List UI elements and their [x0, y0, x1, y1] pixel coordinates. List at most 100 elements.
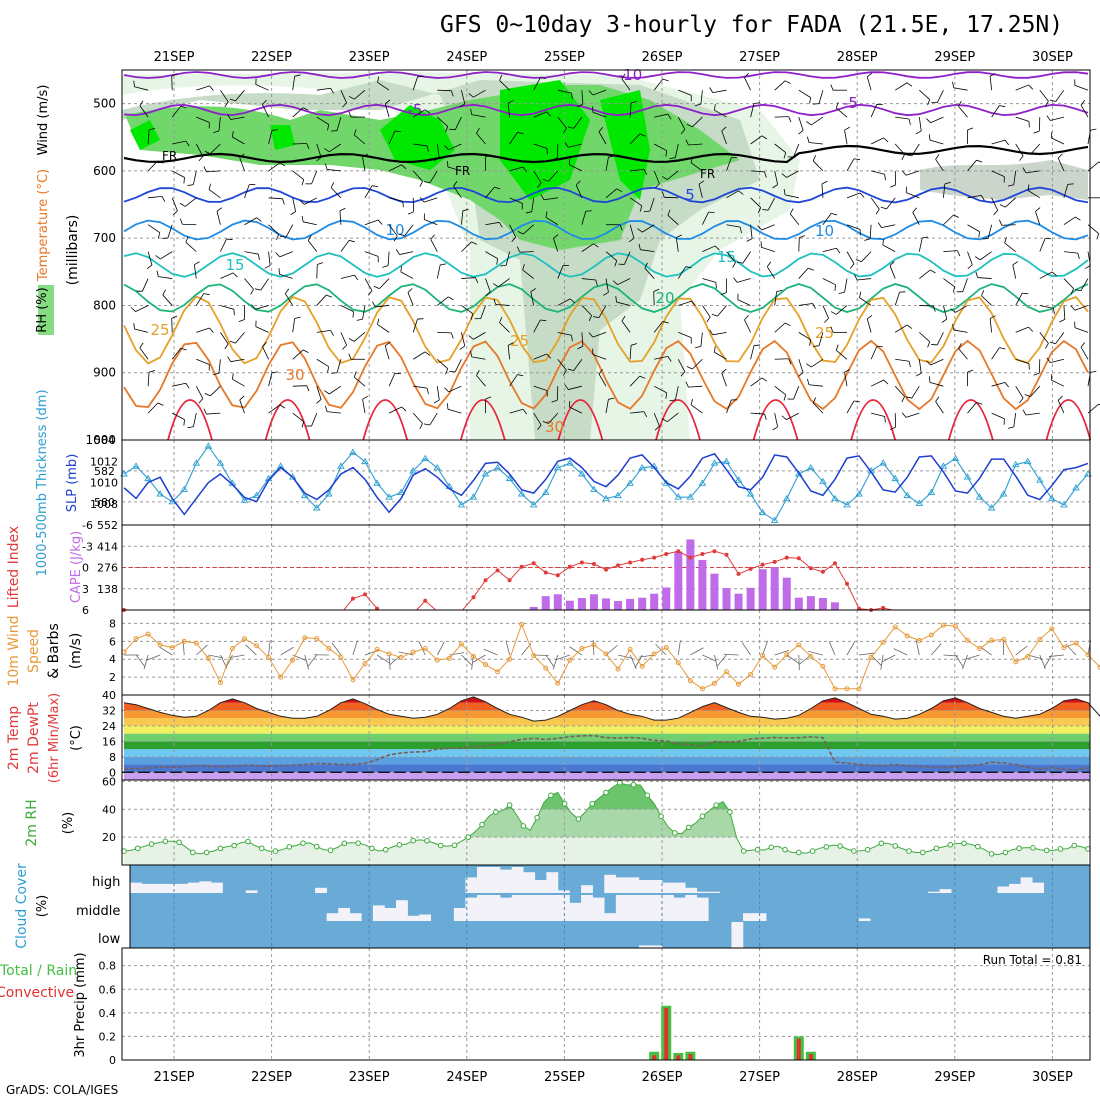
wind-barb-flag: [813, 103, 820, 105]
date-tick-bottom: 27SEP: [739, 1070, 780, 1085]
wind-barb: [375, 305, 390, 308]
wind-barb: [523, 224, 534, 235]
wind-barb: [326, 169, 341, 172]
wind-barb: [744, 77, 751, 91]
wind-barb-flag: [882, 239, 884, 246]
wind-barb-flag: [408, 211, 414, 215]
wind-barb: [1057, 400, 1065, 414]
thickness-point: [722, 457, 731, 465]
isotherm-label: 15: [225, 256, 244, 274]
wind-barb-flag: [401, 406, 407, 412]
wind-barb-flag: [1057, 153, 1063, 159]
wind-barb-flag: [433, 399, 440, 404]
wind-barb-flag: [569, 298, 575, 304]
wind-barb: [412, 412, 423, 424]
wind-barb: [655, 644, 667, 656]
rh-point: [258, 845, 265, 852]
wind-barb-flag: [667, 356, 672, 362]
wind-barb: [568, 143, 582, 148]
wind-barb-flag: [433, 157, 440, 162]
wind-barb: [196, 116, 210, 123]
wind-barb: [354, 332, 366, 342]
wind-barb: [216, 211, 221, 225]
cloud-bar: [615, 877, 628, 893]
precip-convective-bar: [652, 1055, 657, 1060]
rh-point: [754, 846, 761, 853]
wind-barb-flag: [944, 181, 951, 185]
wind-axis-label: (m/s): [68, 633, 84, 670]
wind-barb: [692, 116, 703, 128]
wind-barb: [316, 294, 327, 306]
wind-barb: [229, 654, 245, 658]
wind-barb-flag: [330, 88, 334, 94]
wind-barb-flag: [301, 215, 304, 222]
wind-barb-flag: [564, 142, 569, 148]
wind-barb-flag: [448, 296, 454, 301]
wind-barb-flag: [1033, 130, 1040, 134]
cloud-bar: [476, 895, 489, 921]
wind-speed-point: [470, 654, 476, 660]
wind-barb-flag: [908, 118, 911, 125]
wind-barb-flag: [444, 387, 449, 393]
wind-barb-flag: [798, 372, 804, 377]
wind-barb: [575, 184, 583, 198]
wind-barb-flag: [239, 395, 245, 401]
wind-barb: [569, 646, 583, 656]
wind-barb-flag: [348, 95, 355, 100]
wind-barb-flag: [339, 207, 346, 212]
wind-barb-flag: [630, 343, 637, 346]
wind-barb-flag: [853, 400, 860, 403]
wind-barb: [533, 385, 548, 391]
wind-barb: [989, 318, 992, 333]
wind-barb-flag: [890, 426, 896, 430]
wind-barb: [354, 134, 366, 145]
wind-barb: [1039, 305, 1054, 309]
wind-barb-flag: [781, 415, 787, 420]
wind-barb: [193, 264, 197, 279]
date-tick-bottom: 26SEP: [642, 1070, 683, 1085]
lifted-index-tick: 0: [82, 562, 89, 575]
wind-barb: [1057, 157, 1065, 172]
wind-barb: [412, 109, 426, 118]
lifted-index-point: [676, 549, 681, 554]
cloud-bar: [638, 880, 651, 893]
wind-barb: [989, 76, 992, 91]
wind-barb: [581, 305, 592, 316]
rh-point: [561, 800, 568, 807]
wind-barb: [307, 240, 318, 252]
wind-barb-flag: [830, 311, 837, 315]
wind-barb: [981, 295, 992, 306]
wind-barb: [195, 293, 205, 306]
wind-barb-flag: [930, 269, 936, 274]
cape-bar: [830, 602, 839, 610]
wind-barb-flag: [500, 264, 507, 267]
wind-barb: [742, 251, 751, 264]
wind-barb: [436, 386, 440, 401]
temperature-band: [124, 733, 1090, 742]
cloud-bar: [685, 895, 698, 921]
cloud-bar: [708, 891, 721, 893]
wind-barb: [437, 116, 448, 127]
wind-barb: [244, 251, 259, 255]
wind-barb: [798, 332, 811, 341]
wind-barb-flag: [511, 237, 517, 242]
wind-barb: [750, 170, 765, 173]
wind-barb-flag: [967, 369, 974, 373]
wind-barb: [262, 104, 269, 118]
pressure-axis-label: (millibars): [65, 215, 81, 286]
wind-speed-point: [326, 645, 332, 651]
wind-barb: [690, 647, 704, 656]
wind-barb: [509, 224, 517, 238]
wind-barb-flag: [935, 154, 940, 160]
wind-barb: [857, 278, 872, 281]
cloud-bar: [338, 908, 351, 921]
precip-legend-convective: Convective: [0, 985, 74, 1001]
wind-barb: [354, 89, 366, 100]
wind-barb: [677, 266, 687, 279]
wind-barb: [404, 224, 414, 237]
rh-point: [878, 840, 885, 847]
wind-barb: [1039, 238, 1046, 252]
wind-barb: [654, 143, 667, 151]
wind-barb: [905, 412, 920, 418]
